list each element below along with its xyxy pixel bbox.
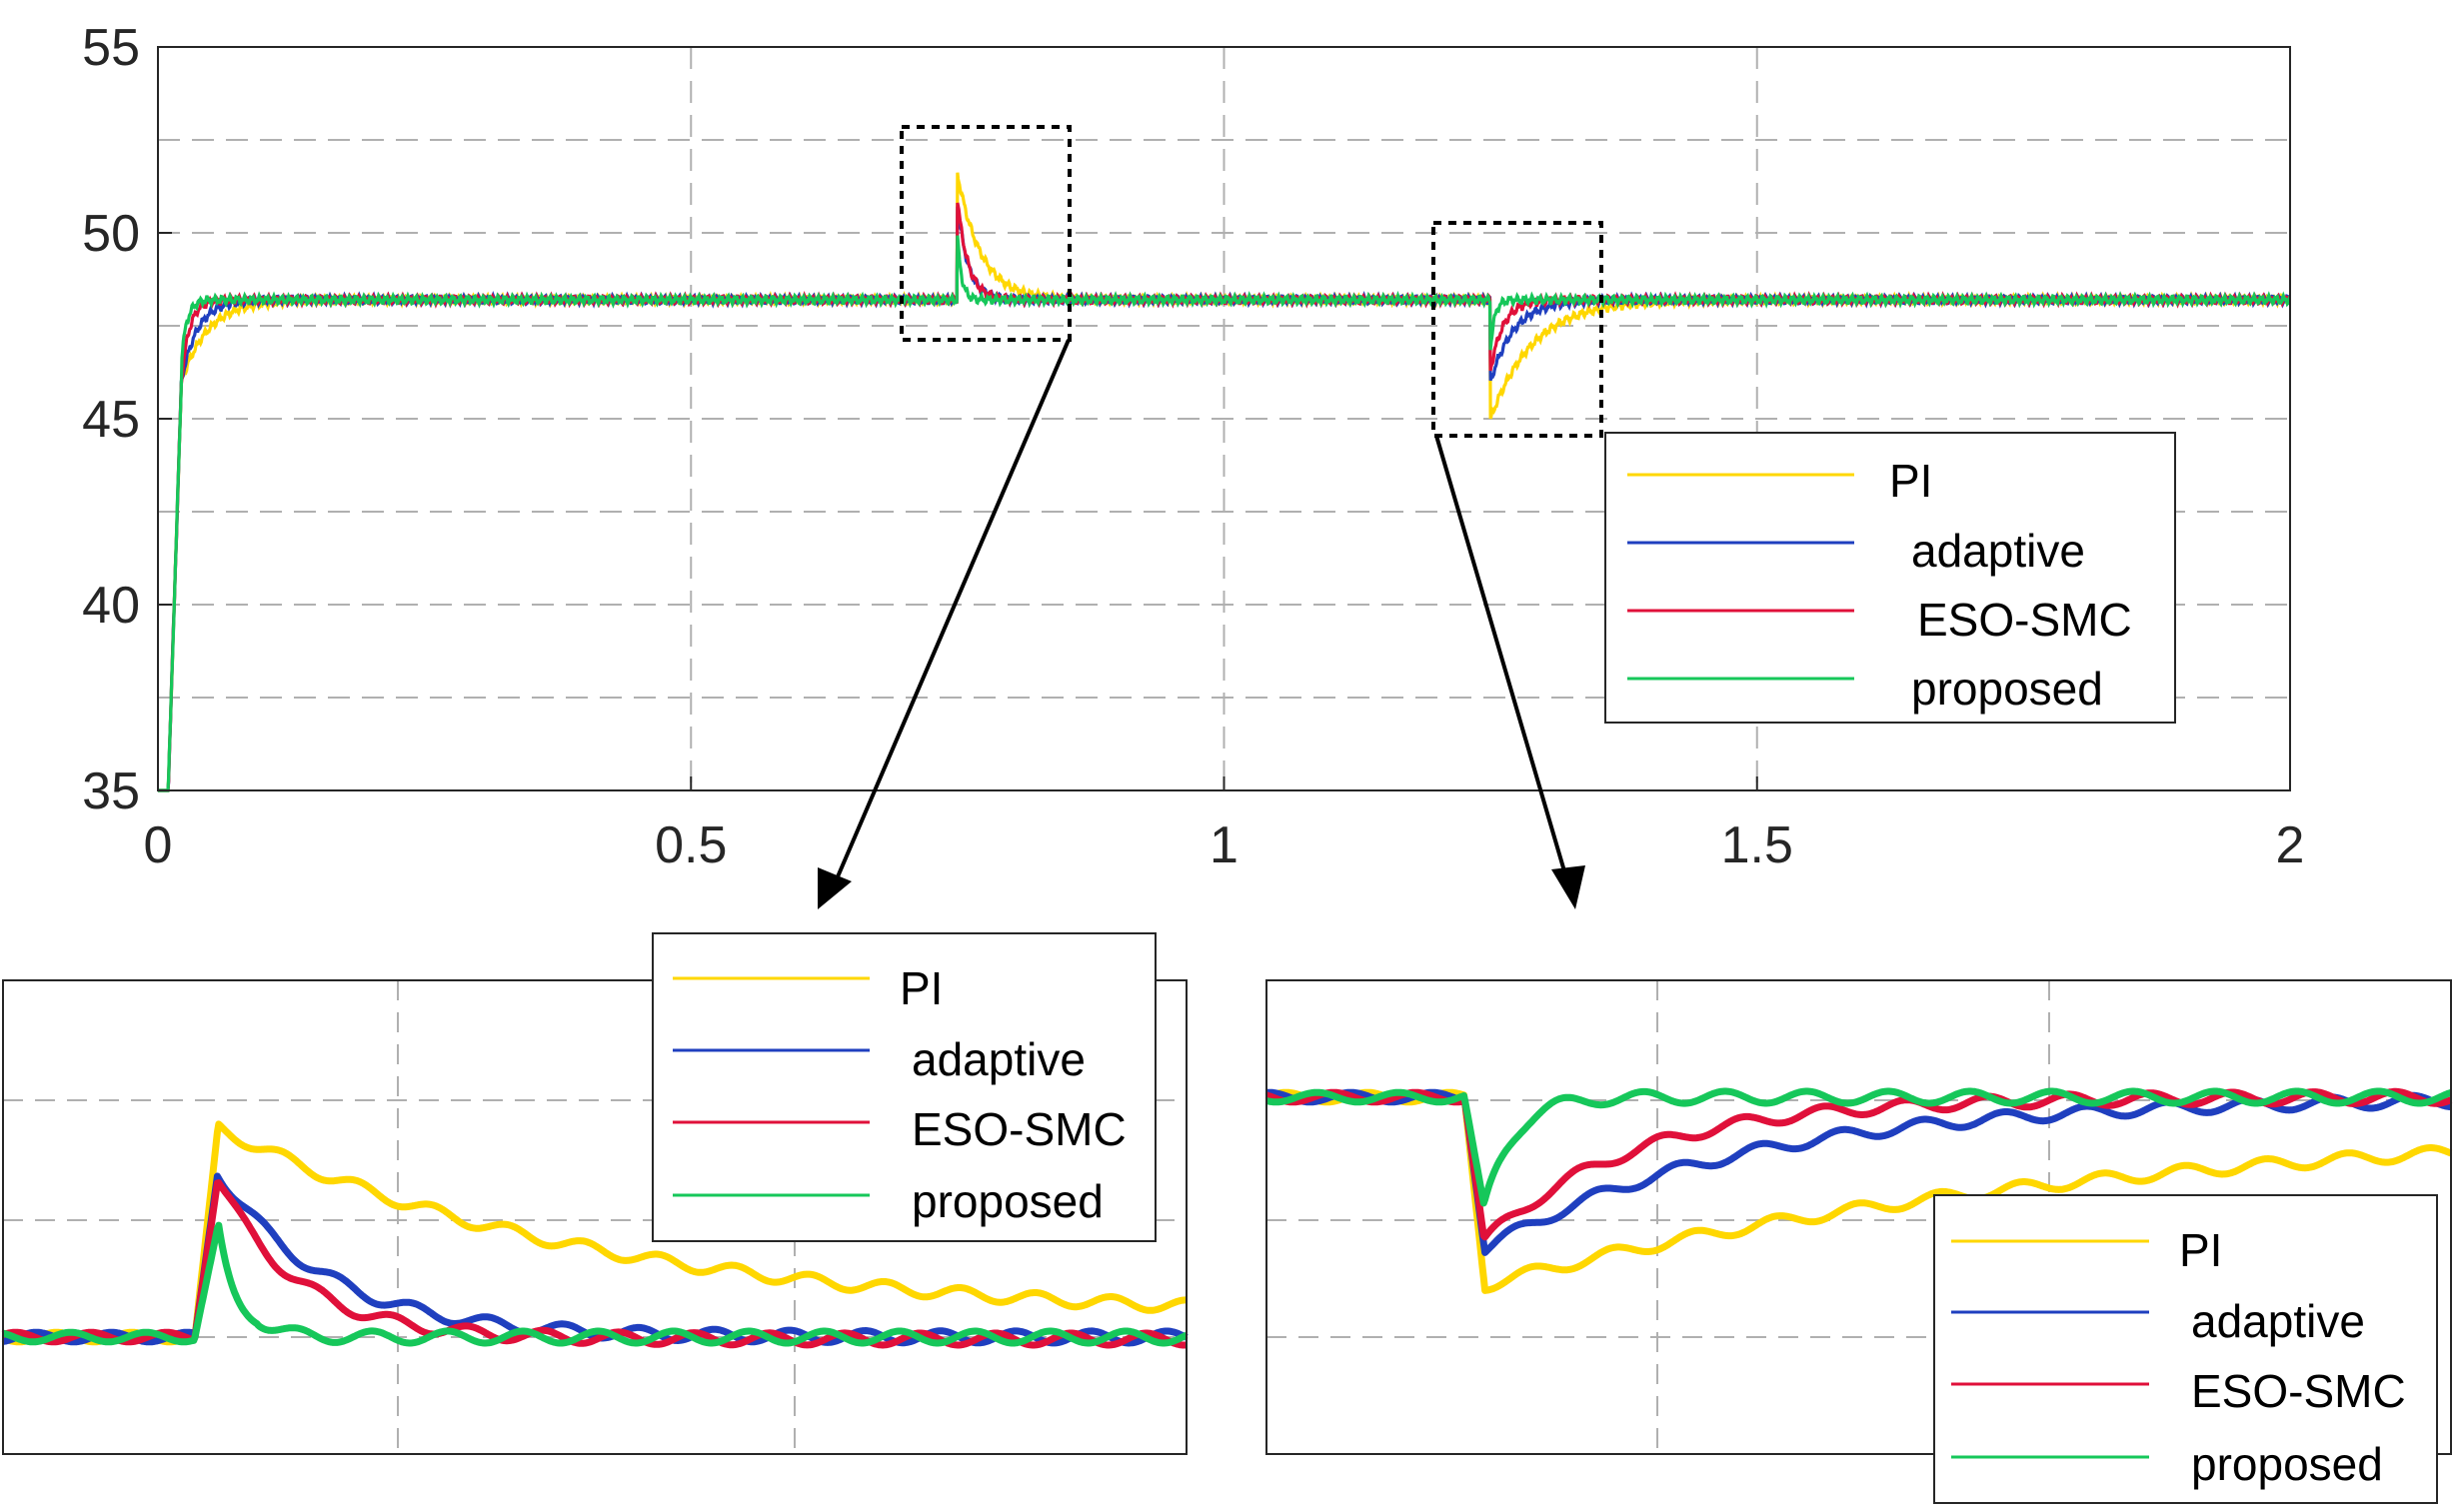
main-series-proposed [158, 235, 2292, 792]
main-legend-label-eso-smc: ESO-SMC [1917, 594, 2132, 646]
zoom-box-right [1431, 221, 1603, 438]
zoom-left-legend-label-adaptive: adaptive [912, 1033, 1086, 1085]
zoom-left-plot: PI adaptive ESO-SMC proposed [0, 932, 1190, 1455]
main-legend: PI adaptive ESO-SMC proposed [1604, 432, 2176, 724]
zoom-right-series-proposed [1263, 1087, 2453, 1207]
zoom-right-plot: PI adaptive ESO-SMC proposed [1263, 979, 2453, 1504]
zoom-left-legend-label-proposed: proposed [912, 1175, 1104, 1227]
zoom-right-legend-box [1933, 1194, 2438, 1504]
zoom-right-frame [1265, 979, 2452, 1455]
zoom-right-legend-label-proposed: proposed [2191, 1438, 2383, 1490]
zoom-arrow-left [834, 339, 1071, 882]
zoom-left-legend-label-pi: PI [900, 962, 943, 1014]
main-y-tick-label: 35 [82, 762, 140, 820]
main-ticks: 0 0.5 1 1.5 2 35 40 45 50 55 [82, 19, 2304, 874]
main-plot: 0 0.5 1 1.5 2 35 40 45 50 55 PI adaptive ESO-SMC … [82, 19, 2304, 909]
zoom-right-legend: PI adaptive ESO-SMC proposed [1933, 1194, 2438, 1504]
main-x-tick-label: 1.5 [1721, 816, 1793, 874]
main-x-tick-label: 2 [2276, 816, 2305, 874]
zoom-left-legend: PI adaptive ESO-SMC proposed [652, 932, 1157, 1242]
main-x-tick-label: 1 [1210, 816, 1238, 874]
zoom-left-series-proposed [0, 1221, 1190, 1347]
zoom-right-lines [1263, 1087, 2453, 1294]
main-y-tick-label: 55 [82, 19, 140, 77]
main-x-tick-label: 0 [144, 816, 173, 874]
main-x-tick-label: 0.5 [655, 816, 727, 874]
zoom-arrow-left-head [818, 867, 852, 909]
main-grid [158, 47, 2290, 790]
main-legend-box [1604, 432, 2176, 724]
main-lines [158, 172, 2292, 792]
zoom-box-left [900, 125, 1072, 342]
zoom-right-legend-label-pi: PI [2179, 1224, 2222, 1276]
zoom-right-legend-label-eso-smc: ESO-SMC [2191, 1365, 2406, 1417]
main-y-tick-label: 45 [82, 391, 140, 449]
main-legend-label-proposed: proposed [1911, 663, 2103, 715]
zoom-arrows [818, 339, 1585, 909]
zoom-right-legend-label-adaptive: adaptive [2191, 1295, 2365, 1347]
zoom-left-legend-box [652, 932, 1157, 1242]
zoom-left-legend-label-eso-smc: ESO-SMC [912, 1103, 1127, 1155]
main-y-tick-label: 40 [82, 577, 140, 635]
zoom-arrow-right-head [1551, 865, 1585, 909]
zoom-arrow-right [1434, 435, 1569, 882]
main-legend-label-pi: PI [1889, 455, 1932, 507]
main-y-tick-label: 50 [82, 205, 140, 263]
zoom-left-lines [0, 1120, 1190, 1349]
main-legend-label-adaptive: adaptive [1911, 525, 2085, 577]
zoom-left-frame [2, 979, 1188, 1455]
